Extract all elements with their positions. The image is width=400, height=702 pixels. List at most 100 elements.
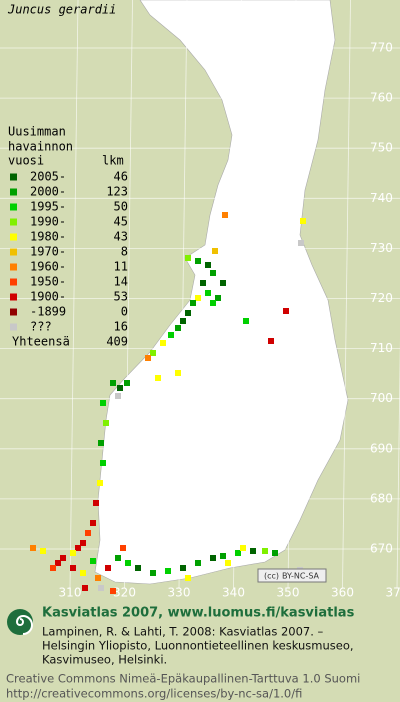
legend-count: 50: [114, 200, 128, 214]
license-badge-text: BY-NC-SA: [282, 572, 320, 581]
observation-square: [85, 530, 91, 536]
observation-square: [115, 393, 121, 399]
legend-count: 43: [114, 230, 128, 244]
legend-count: 45: [114, 215, 128, 229]
legend-swatch: [10, 233, 17, 241]
grid-line: [178, 0, 188, 589]
observation-square: [190, 300, 196, 306]
legend-swatch: [10, 188, 17, 196]
observation-square: [50, 565, 56, 571]
x-axis-label: 330: [168, 586, 191, 600]
grid-line: [287, 0, 297, 589]
observation-square: [125, 560, 131, 566]
observation-square: [300, 218, 306, 224]
legend-swatch: [10, 263, 17, 271]
observation-square: [220, 280, 226, 286]
observation-square: [215, 295, 221, 301]
observation-square: [268, 338, 274, 344]
y-axis-label: 740: [370, 191, 393, 205]
observation-square: [205, 262, 211, 268]
legend-swatch: [10, 323, 17, 331]
observation-square: [100, 400, 106, 406]
legend-swatch: [10, 203, 17, 211]
legend-count: 8: [121, 245, 128, 259]
y-axis-label: 690: [370, 441, 393, 455]
legend-swatch: [10, 173, 17, 181]
observation-square: [103, 420, 109, 426]
y-axis-label: 670: [370, 542, 393, 556]
site-title: Kasviatlas 2007, www.luomus.fi/kasviatla…: [42, 606, 355, 621]
legend-label: 1995-: [30, 200, 66, 214]
observation-square: [115, 555, 121, 561]
x-axis-label: 360: [331, 586, 354, 600]
x-axis-label: 340: [222, 586, 245, 600]
y-axis-label: 730: [370, 241, 393, 255]
observation-square: [272, 550, 278, 556]
observation-square: [90, 520, 96, 526]
observation-square: [165, 568, 171, 574]
observation-square: [180, 565, 186, 571]
legend-label: 1980-: [30, 230, 66, 244]
observation-square: [155, 375, 161, 381]
observation-square: [222, 212, 228, 218]
license-badge: [257, 568, 327, 583]
citation-line: Lampinen, R. & Lahti, T. 2008: Kasviatla…: [42, 625, 324, 639]
legend-swatch: [10, 293, 17, 301]
y-axis-label: 680: [370, 491, 393, 505]
observation-square: [262, 548, 268, 554]
legend-label: 1960-: [30, 260, 66, 274]
license-line: Creative Commons Nimeä-Epäkaupallinen-Ta…: [6, 672, 360, 686]
y-axis-label: 720: [370, 291, 393, 305]
observation-square: [110, 380, 116, 386]
grid-line: [69, 0, 79, 589]
legend-count: 123: [106, 185, 128, 199]
observation-square: [195, 560, 201, 566]
grid-line: [396, 338, 400, 589]
observation-square: [98, 585, 104, 591]
legend-count: 14: [114, 275, 128, 289]
logo: [7, 609, 33, 635]
observation-square: [98, 440, 104, 446]
legend-label: 1950-: [30, 275, 66, 289]
observation-square: [195, 295, 201, 301]
observation-square: [175, 325, 181, 331]
observation-square: [80, 540, 86, 546]
observation-square: [55, 560, 61, 566]
observation-square: [160, 340, 166, 346]
observation-square: [60, 555, 66, 561]
legend-label: 1990-: [30, 215, 66, 229]
y-axis-label: 700: [370, 391, 393, 405]
observation-square: [100, 460, 106, 466]
observation-square: [80, 570, 86, 576]
legend-swatch: [10, 278, 17, 286]
legend-swatch: [10, 308, 17, 316]
observation-square: [150, 350, 156, 356]
observation-square: [124, 380, 130, 386]
observation-square: [70, 550, 76, 556]
observation-square: [298, 240, 304, 246]
citation-line: Helsingin Yliopisto, Luonnontieteellinen…: [42, 639, 354, 653]
observation-square: [195, 258, 201, 264]
citation-line: Kasvimuseo, Helsinki.: [42, 653, 167, 667]
legend-count: 46: [114, 170, 128, 184]
legend-total-label: Yhteensä: [12, 335, 70, 349]
finland-outline: [94, 0, 349, 585]
observation-square: [30, 545, 36, 551]
observation-square: [82, 585, 88, 591]
legend-label: 1970-: [30, 245, 66, 259]
observation-square: [210, 300, 216, 306]
species-title: Juncus gerardii: [7, 3, 116, 17]
observation-square: [235, 550, 241, 556]
observation-square: [135, 565, 141, 571]
legend-column-header: vuosi: [8, 154, 44, 168]
legend-label: -1899: [30, 305, 66, 319]
observation-square: [168, 332, 174, 338]
grid-line: [124, 0, 133, 589]
observation-square: [243, 318, 249, 324]
observation-square: [105, 565, 111, 571]
observation-square: [185, 310, 191, 316]
observation-square: [145, 355, 151, 361]
x-axis-label: 370: [386, 586, 400, 600]
observation-square: [180, 318, 186, 324]
